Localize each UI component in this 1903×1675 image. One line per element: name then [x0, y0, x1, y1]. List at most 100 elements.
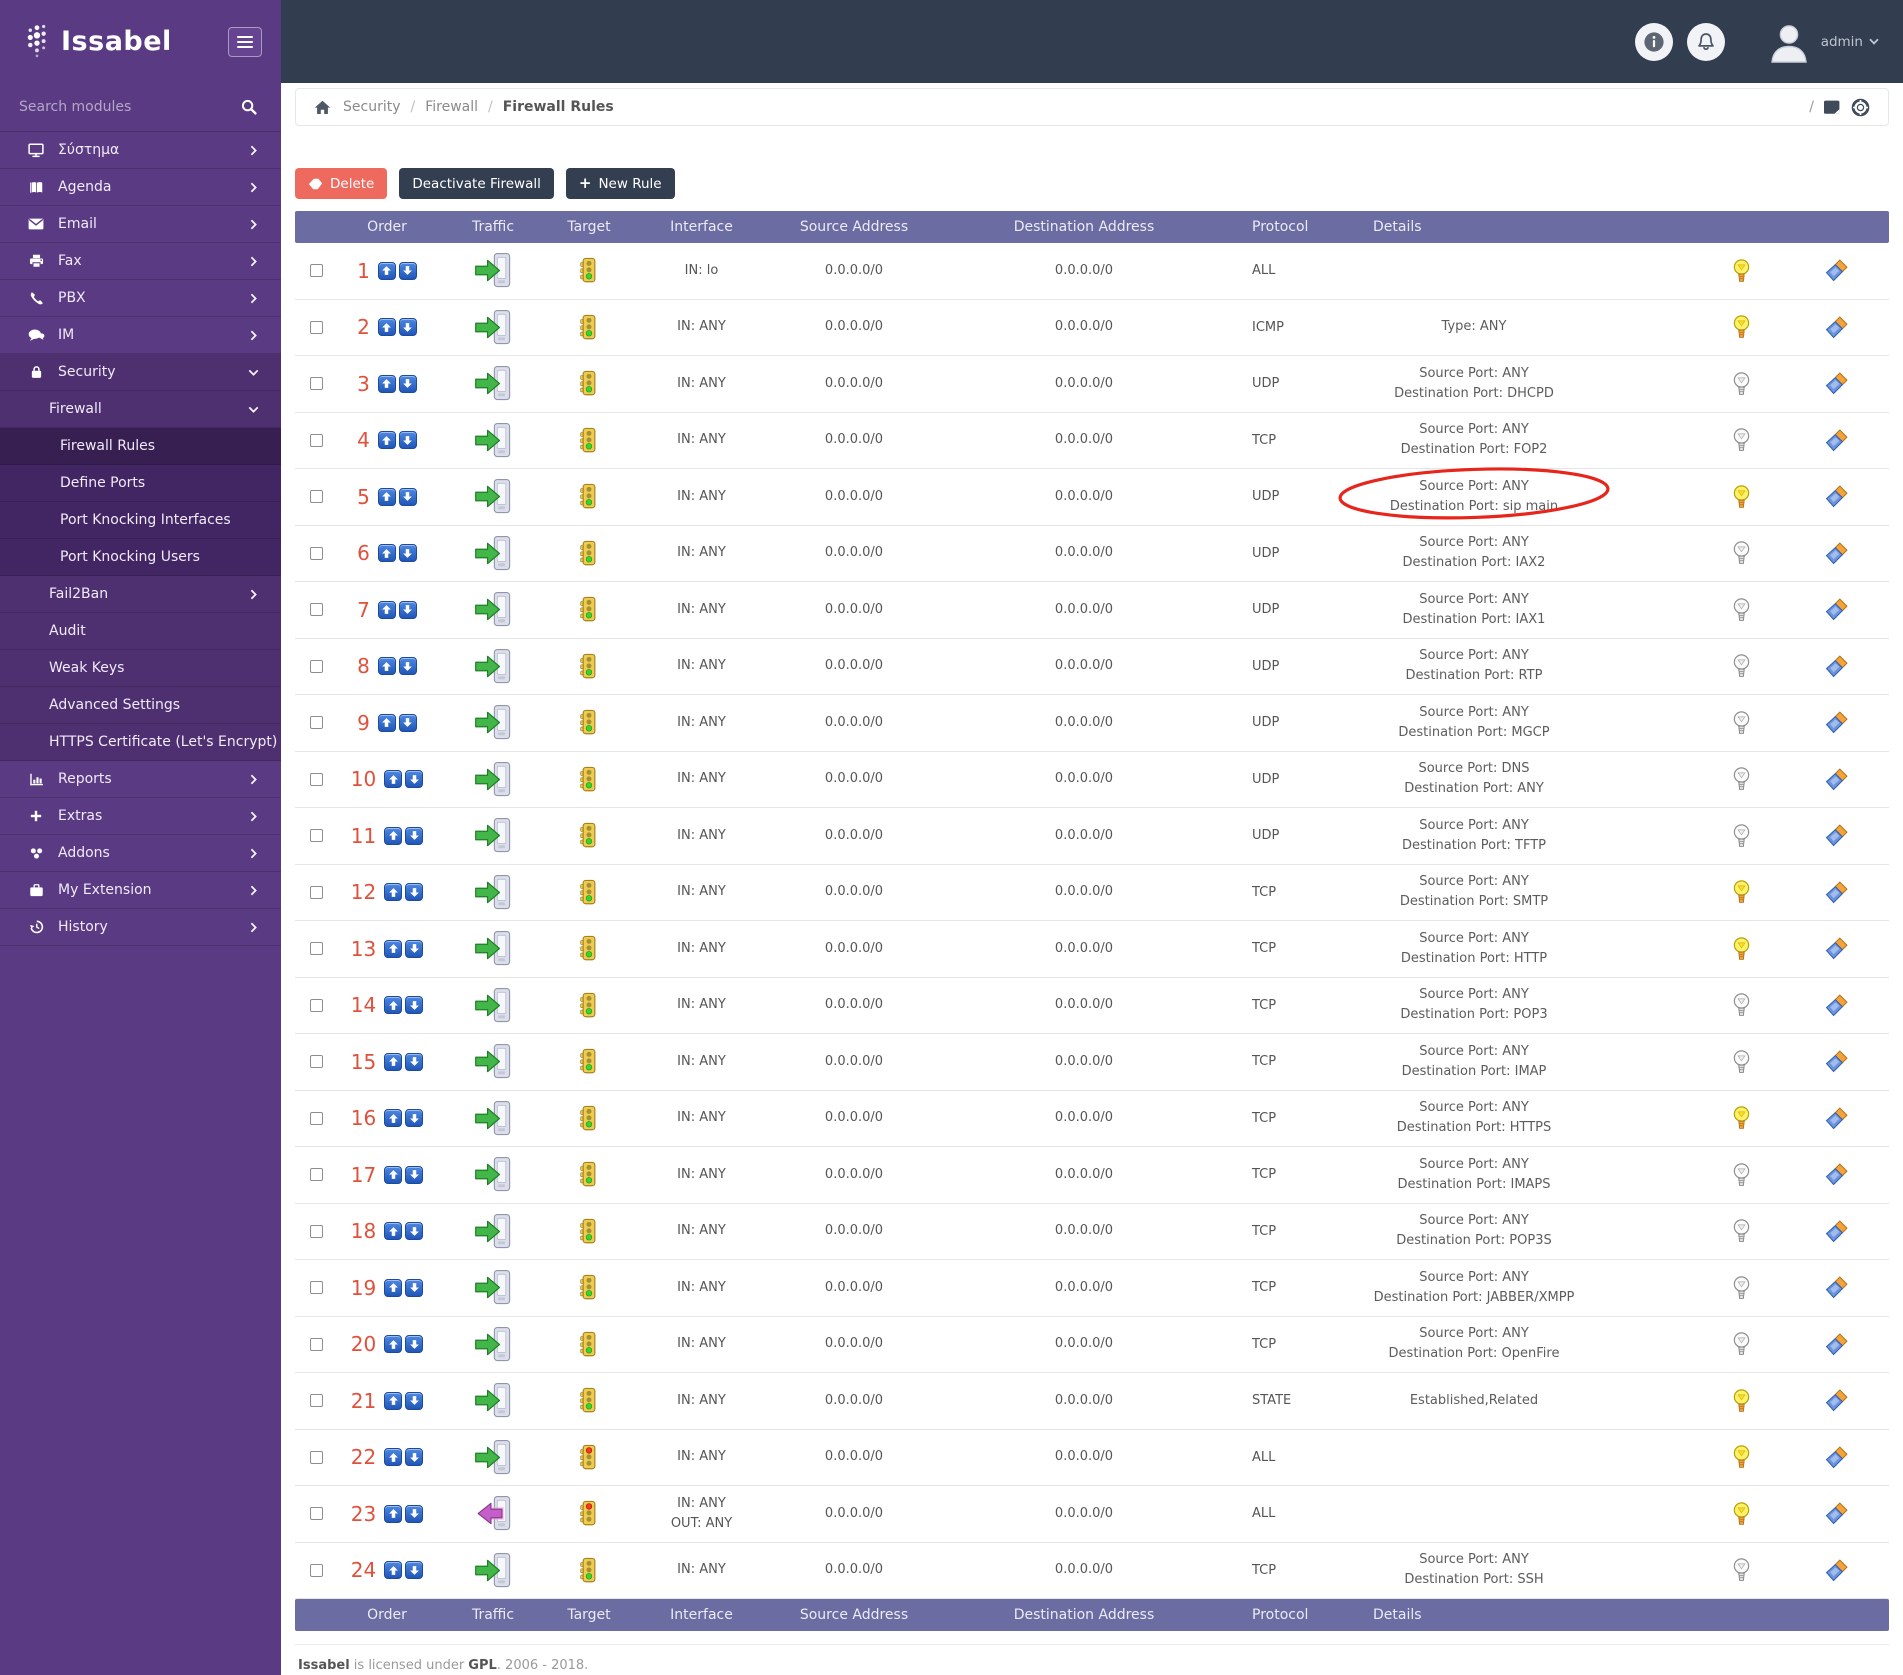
- rule-checkbox[interactable]: [309, 772, 323, 786]
- move-up-button[interactable]: [384, 1222, 403, 1241]
- rule-order-number[interactable]: 9: [357, 710, 370, 735]
- rule-checkbox[interactable]: [309, 603, 323, 617]
- edit-rule-icon[interactable]: [1824, 1275, 1849, 1300]
- rule-checkbox[interactable]: [309, 942, 323, 956]
- move-up-button[interactable]: [384, 883, 403, 902]
- sidebar-item-firewall-rules[interactable]: Firewall Rules: [0, 428, 281, 465]
- sidebar-item-my-extension[interactable]: My Extension: [0, 872, 281, 909]
- bulb-on-icon[interactable]: [1733, 314, 1750, 340]
- breadcrumb-item-security[interactable]: Security: [343, 99, 401, 115]
- move-down-button[interactable]: [405, 1448, 424, 1467]
- move-down-button[interactable]: [405, 1278, 424, 1297]
- user-avatar[interactable]: [1767, 21, 1811, 63]
- rule-order-number[interactable]: 17: [350, 1162, 377, 1187]
- rule-checkbox[interactable]: [309, 998, 323, 1012]
- move-up-button[interactable]: [384, 996, 403, 1015]
- edit-rule-icon[interactable]: [1824, 1162, 1849, 1187]
- edit-rule-icon[interactable]: [1824, 993, 1849, 1018]
- bulb-on-icon[interactable]: [1733, 1444, 1750, 1470]
- edit-rule-icon[interactable]: [1824, 371, 1849, 396]
- delete-button[interactable]: Delete: [295, 168, 388, 199]
- move-down-button[interactable]: [405, 770, 424, 789]
- move-down-button[interactable]: [398, 374, 417, 393]
- move-up-button[interactable]: [377, 544, 396, 563]
- sidebar-item-history[interactable]: History: [0, 909, 281, 946]
- move-down-button[interactable]: [405, 996, 424, 1015]
- move-down-button[interactable]: [405, 1561, 424, 1580]
- move-up-button[interactable]: [377, 318, 396, 337]
- rule-order-number[interactable]: 18: [350, 1219, 377, 1244]
- bulb-on-icon[interactable]: [1733, 1105, 1750, 1131]
- edit-rule-icon[interactable]: [1824, 936, 1849, 961]
- rule-checkbox[interactable]: [309, 433, 323, 447]
- bulb-off-icon[interactable]: [1733, 1331, 1750, 1357]
- help-lifesaver-icon[interactable]: [1851, 98, 1870, 117]
- edit-rule-icon[interactable]: [1824, 1388, 1849, 1413]
- move-down-button[interactable]: [405, 939, 424, 958]
- move-up-button[interactable]: [384, 1278, 403, 1297]
- edit-rule-icon[interactable]: [1824, 654, 1849, 679]
- move-down-button[interactable]: [405, 1391, 424, 1410]
- move-up-button[interactable]: [384, 1504, 403, 1523]
- bulb-off-icon[interactable]: [1733, 653, 1750, 679]
- bulb-off-icon[interactable]: [1733, 371, 1750, 397]
- sidebar-item-pbx[interactable]: PBX: [0, 280, 281, 317]
- edit-rule-icon[interactable]: [1824, 1558, 1849, 1583]
- rule-order-number[interactable]: 14: [350, 993, 377, 1018]
- home-icon[interactable]: [314, 100, 331, 115]
- rule-checkbox[interactable]: [309, 716, 323, 730]
- breadcrumb-item-firewall[interactable]: Firewall: [425, 99, 479, 115]
- edit-rule-icon[interactable]: [1824, 1501, 1849, 1526]
- sidebar-item-port-knocking-users[interactable]: Port Knocking Users: [0, 539, 281, 576]
- rule-order-number[interactable]: 22: [350, 1445, 377, 1470]
- bulb-off-icon[interactable]: [1733, 1162, 1750, 1188]
- rule-checkbox[interactable]: [309, 659, 323, 673]
- bulb-on-icon[interactable]: [1733, 1501, 1750, 1527]
- sidebar-item-fail2ban[interactable]: Fail2Ban: [0, 576, 281, 613]
- rule-order-number[interactable]: 6: [357, 541, 370, 566]
- move-down-button[interactable]: [398, 713, 417, 732]
- rule-order-number[interactable]: 8: [357, 654, 370, 679]
- move-down-button[interactable]: [398, 487, 417, 506]
- move-up-button[interactable]: [377, 374, 396, 393]
- search-input[interactable]: [17, 98, 233, 116]
- bulb-off-icon[interactable]: [1733, 823, 1750, 849]
- move-down-button[interactable]: [405, 883, 424, 902]
- sidebar-item-email[interactable]: Email: [0, 206, 281, 243]
- rule-order-number[interactable]: 7: [357, 597, 370, 622]
- move-up-button[interactable]: [384, 1391, 403, 1410]
- edit-rule-icon[interactable]: [1824, 1219, 1849, 1244]
- rule-checkbox[interactable]: [309, 377, 323, 391]
- move-down-button[interactable]: [405, 1052, 424, 1071]
- sidebar-item-advanced-settings[interactable]: Advanced Settings: [0, 687, 281, 724]
- bulb-off-icon[interactable]: [1733, 710, 1750, 736]
- move-up-button[interactable]: [377, 657, 396, 676]
- sidebar-item-weak-keys[interactable]: Weak Keys: [0, 650, 281, 687]
- bulb-off-icon[interactable]: [1733, 1275, 1750, 1301]
- edit-rule-icon[interactable]: [1824, 484, 1849, 509]
- move-up-button[interactable]: [384, 1561, 403, 1580]
- rule-checkbox[interactable]: [309, 885, 323, 899]
- bulb-on-icon[interactable]: [1733, 1388, 1750, 1414]
- move-up-button[interactable]: [384, 1335, 403, 1354]
- move-up-button[interactable]: [384, 939, 403, 958]
- bulb-off-icon[interactable]: [1733, 427, 1750, 453]
- edit-rule-icon[interactable]: [1824, 1049, 1849, 1074]
- sidebar-toggle-button[interactable]: [228, 26, 262, 57]
- rule-order-number[interactable]: 21: [350, 1388, 377, 1413]
- edit-rule-icon[interactable]: [1824, 541, 1849, 566]
- bulb-off-icon[interactable]: [1733, 1049, 1750, 1075]
- edit-rule-icon[interactable]: [1824, 258, 1849, 283]
- rule-order-number[interactable]: 5: [357, 484, 370, 509]
- move-up-button[interactable]: [384, 1448, 403, 1467]
- edit-rule-icon[interactable]: [1824, 880, 1849, 905]
- move-up-button[interactable]: [377, 431, 396, 450]
- rule-checkbox[interactable]: [309, 1507, 323, 1521]
- rule-checkbox[interactable]: [309, 1563, 323, 1577]
- rule-order-number[interactable]: 23: [350, 1501, 377, 1526]
- bulb-off-icon[interactable]: [1733, 992, 1750, 1018]
- move-up-button[interactable]: [377, 487, 396, 506]
- rule-order-number[interactable]: 20: [350, 1332, 377, 1357]
- bulb-on-icon[interactable]: [1733, 484, 1750, 510]
- sidebar-item-fax[interactable]: Fax: [0, 243, 281, 280]
